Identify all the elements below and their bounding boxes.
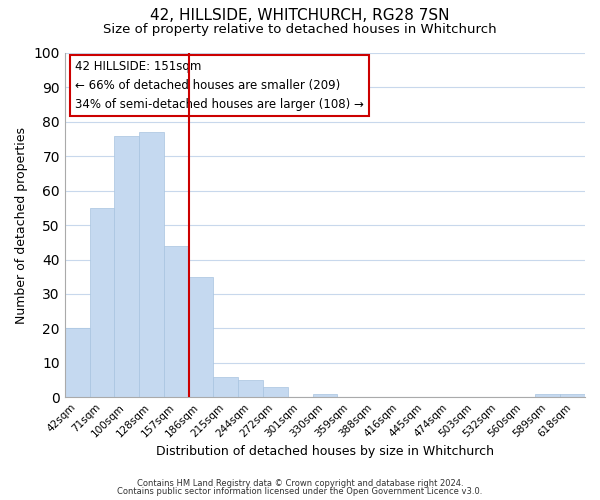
Bar <box>214 376 238 397</box>
Bar <box>115 136 139 397</box>
Text: Size of property relative to detached houses in Whitchurch: Size of property relative to detached ho… <box>103 22 497 36</box>
X-axis label: Distribution of detached houses by size in Whitchurch: Distribution of detached houses by size … <box>156 444 494 458</box>
Text: 42, HILLSIDE, WHITCHURCH, RG28 7SN: 42, HILLSIDE, WHITCHURCH, RG28 7SN <box>150 8 450 22</box>
Bar <box>313 394 337 397</box>
Text: Contains HM Land Registry data © Crown copyright and database right 2024.: Contains HM Land Registry data © Crown c… <box>137 478 463 488</box>
Bar <box>65 328 89 397</box>
Bar <box>188 276 214 397</box>
Bar <box>535 394 560 397</box>
Bar <box>238 380 263 397</box>
Bar <box>89 208 115 397</box>
Bar <box>263 387 288 397</box>
Bar <box>560 394 585 397</box>
Bar <box>164 246 188 397</box>
Bar <box>139 132 164 397</box>
Y-axis label: Number of detached properties: Number of detached properties <box>15 126 28 324</box>
Text: Contains public sector information licensed under the Open Government Licence v3: Contains public sector information licen… <box>118 487 482 496</box>
Text: 42 HILLSIDE: 151sqm
← 66% of detached houses are smaller (209)
34% of semi-detac: 42 HILLSIDE: 151sqm ← 66% of detached ho… <box>75 60 364 111</box>
